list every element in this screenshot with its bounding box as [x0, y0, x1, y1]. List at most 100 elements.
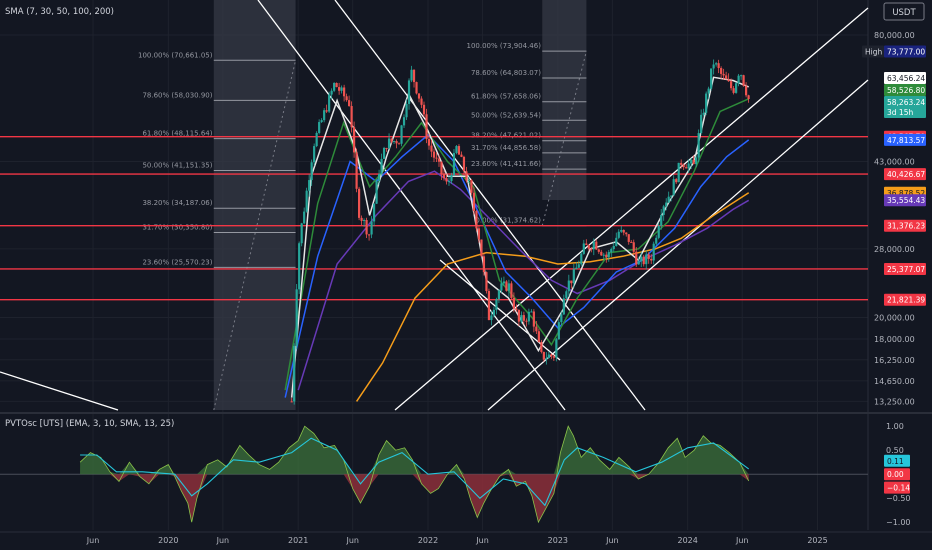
candle-body [617, 231, 620, 238]
candle-body [467, 179, 471, 181]
candle-body [687, 163, 690, 169]
candle-body [353, 127, 356, 153]
countdown-tag: 3d 15h [887, 108, 913, 117]
fib-right-label: 0.00% (31,374.62) [475, 217, 541, 225]
osc-y-tick-label: −0.50 [886, 494, 911, 503]
fib-box-left [213, 0, 296, 410]
sma-50-line [284, 133, 750, 398]
candle-body [525, 320, 528, 322]
candle-body [422, 104, 426, 115]
candle-body [318, 122, 321, 133]
current-price-tag-bg [884, 72, 926, 84]
candle-body [610, 249, 613, 253]
osc-negative-area [80, 474, 749, 523]
candle-body [705, 93, 708, 113]
fib-right-label: 23.60% (41,411.66) [471, 160, 541, 168]
fib-right-label: 31.70% (44,856.58) [471, 144, 541, 152]
candle-body [607, 252, 610, 258]
candle-body [675, 179, 678, 183]
candle-body [572, 269, 575, 284]
fib-right-label: 78.60% (64,803.07) [471, 69, 541, 77]
fib-left-label: 78.60% (58,030.90) [142, 91, 212, 99]
candle-body [560, 314, 563, 323]
candle-body [365, 219, 368, 235]
candle-body [735, 83, 738, 93]
candle-body [727, 79, 730, 82]
candle-body [308, 180, 311, 191]
candle-body [537, 331, 540, 343]
level-tag-bg [884, 262, 926, 275]
candle-body [345, 96, 348, 101]
candle-body [685, 167, 688, 169]
candle-body [742, 75, 745, 86]
y-tick-label: 28,000.00 [874, 245, 915, 254]
candle-body [507, 283, 511, 291]
candle-body [692, 159, 695, 165]
candle-body [745, 85, 748, 96]
candle-body [392, 141, 396, 143]
candle-body [510, 283, 513, 298]
candle-body [360, 217, 363, 221]
fib-right-label: 38.20% (47,621.02) [471, 132, 541, 140]
candle-body [298, 243, 301, 290]
candle-body [665, 202, 668, 207]
candle-body [500, 283, 503, 291]
sma100-tag: 35,554.43 [887, 196, 925, 205]
candle-body [387, 138, 391, 149]
candle-body [722, 73, 725, 76]
candle-body [390, 138, 393, 142]
candle-body [720, 68, 723, 74]
candle-body [480, 239, 483, 257]
candle-body [535, 326, 538, 332]
candle-body [505, 281, 508, 291]
countdown-tag-bg [884, 106, 926, 118]
high-value-tag: 73,777.00 [887, 48, 925, 57]
candle-body [495, 299, 498, 310]
candle-body [730, 81, 733, 89]
osc-y-tick-label: 1.00 [886, 422, 904, 431]
main-indicator-legend[interactable]: SMA (7, 30, 50, 100, 200) [5, 7, 114, 17]
sma50-tag: 47,813.57 [887, 136, 925, 145]
candle-body [715, 63, 718, 65]
candle-body [293, 345, 296, 402]
x-tick-label: Jun [216, 536, 230, 545]
candle-body [662, 206, 665, 215]
candle-body [432, 151, 436, 158]
candle-body [660, 214, 663, 226]
level-tag: 40,426.67 [887, 170, 925, 179]
current-price-tag: 63,456.24 [887, 74, 925, 83]
trend-line [334, 0, 646, 411]
candle-body [725, 75, 728, 80]
fib-left-label: 50.00% (41,151.35) [142, 161, 212, 169]
fib-levels: 100.00% (70,661.05) 78.60% (58,030.90) 61.… [138, 42, 587, 268]
osc-zero-tag-bg [884, 468, 910, 481]
oscillator-legend[interactable]: PVTOsc [UTS] (EMA, 3, 10, SMA, 13, 25) [5, 419, 174, 429]
y-tick-label: 80,000.00 [874, 31, 915, 40]
fib-left-label: 31.70% (30,350.80) [142, 223, 212, 231]
trend-line [257, 0, 566, 411]
fib-right-label: 50.00% (52,639.54) [471, 111, 541, 119]
candle-body [657, 225, 660, 238]
sma30-tag: 58,526.80 [887, 86, 925, 95]
osc-value-tag-bg [884, 481, 910, 494]
candle-body [557, 322, 560, 340]
level-tag-bg [884, 293, 926, 306]
candle-body [343, 87, 346, 97]
currency-box[interactable]: USDT [883, 2, 925, 21]
candle-body [582, 243, 585, 254]
candle-body [472, 192, 476, 212]
y-tick-label: 18,000.00 [874, 335, 915, 344]
candle-body [417, 93, 421, 99]
candle-body [328, 94, 331, 112]
candle-body [562, 298, 565, 315]
y-tick-label: 43,000.00 [874, 158, 915, 167]
candle-body [380, 158, 383, 175]
candle-body [290, 401, 293, 403]
osc-signal-line [80, 437, 750, 507]
candle-body [300, 223, 303, 244]
candle-body [377, 174, 381, 182]
candle-body [415, 82, 418, 94]
candle-body [580, 253, 583, 265]
candle-body [612, 245, 615, 250]
candle-body [330, 90, 333, 95]
